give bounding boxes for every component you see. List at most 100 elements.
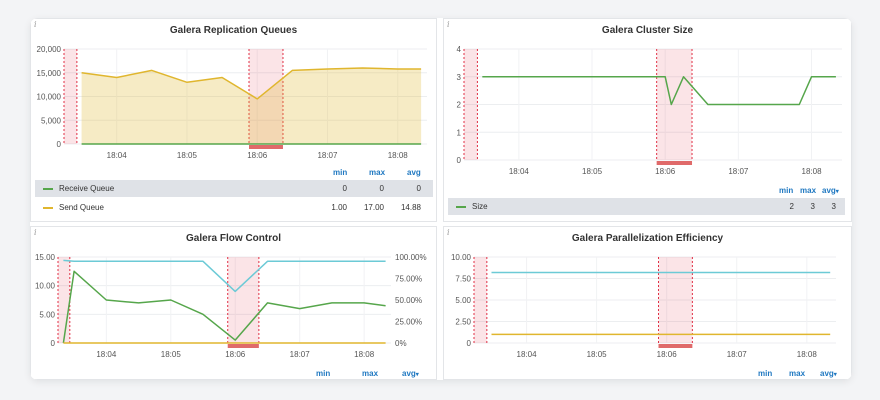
- annotation-bar: [227, 344, 259, 348]
- x-tick-label: 18:04: [96, 350, 117, 359]
- y-tick-label: 5.00: [455, 296, 471, 305]
- y-tick-label: 0: [457, 156, 462, 165]
- y-tick-label: 10.00: [451, 253, 472, 262]
- x-tick-label: 18:08: [802, 167, 823, 176]
- annotation-bar: [656, 161, 693, 165]
- x-tick-label: 18:07: [317, 151, 338, 160]
- y-tick-label: 15.00: [35, 253, 56, 262]
- x-tick-label: 18:06: [225, 350, 246, 359]
- size-line: [482, 76, 836, 106]
- y2-tick-label: 0%: [395, 339, 407, 348]
- send-queue-line: [81, 67, 422, 100]
- annotation-bar: [658, 344, 693, 348]
- y-tick-label: 4: [457, 45, 462, 54]
- annotation-region: [64, 49, 77, 144]
- x-tick-label: 18:08: [388, 151, 409, 160]
- x-tick-label: 18:05: [161, 350, 182, 359]
- panel-title[interactable]: Galera Cluster Size: [601, 25, 694, 36]
- panel-title[interactable]: Galera Flow Control: [185, 233, 281, 244]
- panel-title[interactable]: Galera Parallelization Efficiency: [571, 233, 724, 244]
- y-tick-label: 7.50: [455, 275, 471, 284]
- x-tick-label: 18:05: [582, 167, 603, 176]
- sort-icon: ▾: [833, 372, 837, 378]
- x-tick-label: 18:04: [107, 151, 128, 160]
- x-tick-label: 18:06: [247, 151, 268, 160]
- x-tick-label: 18:05: [177, 151, 198, 160]
- y-tick-label: 2: [457, 101, 462, 110]
- x-tick-label: 18:08: [797, 350, 818, 359]
- legend-series-name: Send Queue: [59, 203, 104, 212]
- info-icon[interactable]: i: [34, 228, 37, 237]
- legend-avg-header[interactable]: avg▾: [822, 186, 839, 195]
- send-queue-area: [81, 68, 422, 144]
- y-tick-label: 3: [457, 73, 462, 82]
- legend-swatch: [43, 207, 53, 209]
- legend-max-header[interactable]: max: [362, 369, 379, 378]
- parallelization-chart: 10.00 7.50 5.00 2.50 0 18:04 18:05 18:06 18:07 18…: [451, 253, 836, 359]
- x-tick-label: 18:06: [655, 167, 676, 176]
- y-tick-label: 5.00: [39, 310, 55, 319]
- legend-min-header[interactable]: min: [333, 168, 348, 177]
- annotation-region: [58, 257, 70, 343]
- y-tick-label: 5,000: [41, 116, 62, 125]
- annotation-region: [464, 49, 478, 160]
- legend-min-value: 0: [342, 184, 347, 193]
- legend-min-header[interactable]: min: [316, 369, 331, 378]
- y-tick-label: 10.00: [35, 282, 56, 291]
- y2-tick-label: 25.00%: [395, 318, 422, 327]
- info-icon[interactable]: i: [447, 20, 450, 29]
- y2-tick-label: 100.00%: [395, 253, 427, 262]
- legend-max-value: 3: [810, 202, 815, 211]
- x-tick-label: 18:07: [727, 350, 748, 359]
- legend-row-receive-queue[interactable]: Receive Queue 0 0 0: [35, 180, 433, 197]
- y-tick-label: 1: [457, 128, 462, 137]
- legend-swatch: [456, 206, 466, 208]
- panel-title[interactable]: Galera Replication Queues: [169, 25, 298, 36]
- y-tick-label: 15,000: [37, 69, 62, 78]
- y-tick-label: 0: [57, 140, 62, 149]
- legend-min-value: 2: [789, 202, 794, 211]
- legend-min-value: 1.00: [331, 203, 347, 212]
- info-icon[interactable]: i: [447, 228, 450, 237]
- legend-max-header[interactable]: max: [800, 186, 817, 195]
- x-tick-label: 18:04: [509, 167, 530, 176]
- sort-icon: ▾: [415, 372, 419, 378]
- legend-avg-value: 3: [831, 202, 836, 211]
- legend-max-value: 0: [379, 184, 384, 193]
- legend-row-size[interactable]: Size 2 3 3: [448, 198, 845, 215]
- legend-min-header[interactable]: min: [779, 186, 794, 195]
- flow-control-chart: 15.00 10.00 5.00 0 100.00% 75.00% 50.00% 25.00%…: [35, 253, 427, 359]
- sort-icon: ▾: [835, 189, 839, 195]
- replication-chart: 20,000 15,000 10,000 5,000 0 18:04 18:05 18:06 1…: [37, 45, 427, 160]
- legend-row-send-queue[interactable]: Send Queue 1.00 17.00 14.88: [35, 199, 433, 216]
- annotation-bar: [249, 145, 283, 149]
- parallelization-panel: i Galera Parallelization Efficiency 10.0…: [443, 226, 852, 380]
- legend-avg-value: 14.88: [400, 203, 421, 212]
- annotation-region: [656, 49, 693, 160]
- x-tick-label: 18:08: [354, 350, 375, 359]
- annotation-region: [658, 257, 693, 343]
- legend-min-header[interactable]: min: [758, 369, 773, 378]
- legend-avg-header[interactable]: avg: [407, 168, 421, 177]
- legend-series-name: Receive Queue: [59, 184, 115, 193]
- legend-max-header[interactable]: max: [789, 369, 806, 378]
- x-tick-label: 18:07: [290, 350, 311, 359]
- info-icon[interactable]: i: [34, 20, 37, 29]
- x-tick-label: 18:07: [728, 167, 749, 176]
- legend-max-header[interactable]: max: [369, 168, 386, 177]
- annotation-region: [474, 257, 487, 343]
- y2-tick-label: 50.00%: [395, 296, 422, 305]
- legend-avg-header[interactable]: avg▾: [402, 369, 419, 378]
- cluster-size-panel: i Galera Cluster Size 4 3 2 1 0 18:04 18:05 18:…: [443, 18, 852, 222]
- y-tick-label: 10,000: [37, 93, 62, 102]
- legend-swatch: [43, 188, 53, 190]
- x-tick-label: 18:05: [587, 350, 608, 359]
- legend-max-value: 17.00: [363, 203, 384, 212]
- legend-avg-header[interactable]: avg▾: [820, 369, 837, 378]
- y-tick-label: 0: [51, 339, 56, 348]
- replication-queues-panel: i Galera Replication Queues 20,000 15,000…: [30, 18, 437, 222]
- legend-series-name: Size: [472, 202, 488, 211]
- y2-tick-label: 75.00%: [395, 275, 422, 284]
- annotation-region: [227, 257, 259, 343]
- y-tick-label: 0: [467, 339, 472, 348]
